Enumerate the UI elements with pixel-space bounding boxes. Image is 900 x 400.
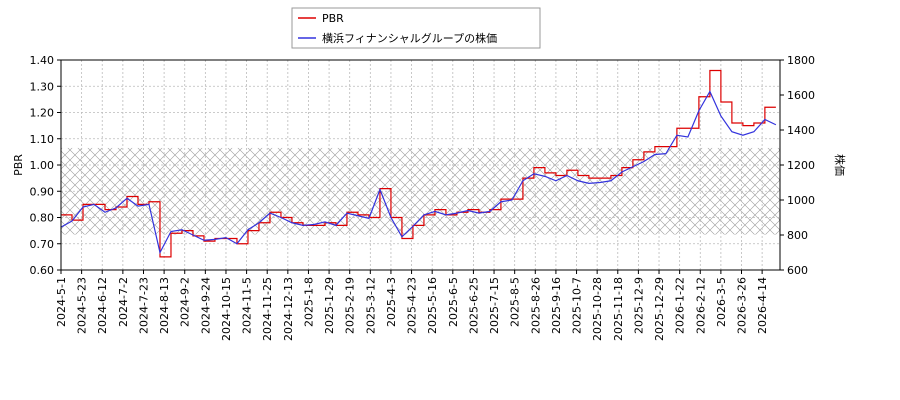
x-tick-label: 2025-12-9 xyxy=(632,277,645,334)
x-tick-label: 2025-2-19 xyxy=(344,277,357,334)
x-tick-label: 2026-2-12 xyxy=(694,277,707,334)
x-tick-label: 2025-8-5 xyxy=(509,277,522,327)
y2-axis-label: 株価 xyxy=(833,154,847,176)
y-tick-label: 0.90 xyxy=(30,185,55,198)
x-tick-label: 2025-11-18 xyxy=(612,277,625,341)
y-tick-label: 1.20 xyxy=(30,107,55,120)
series-line xyxy=(60,90,777,255)
x-tick-label: 2026-1-22 xyxy=(674,277,687,334)
x-tick-label: 2024-5-23 xyxy=(76,277,89,334)
y-tick-label: 1.00 xyxy=(30,159,55,172)
x-tick-label: 2024-9-24 xyxy=(199,277,212,334)
x-tick-label: 2025-10-7 xyxy=(571,277,584,334)
x-tick-label: 2025-1-8 xyxy=(302,277,315,327)
x-tick-label: 2024-9-2 xyxy=(179,277,192,327)
x-tick-label: 2024-10-15 xyxy=(220,277,233,341)
y-tick-label: 0.80 xyxy=(30,212,55,225)
legend-label: PBR xyxy=(322,12,344,25)
x-tick-label: 2025-4-23 xyxy=(406,277,419,334)
x-tick-label: 2024-11-5 xyxy=(241,277,254,334)
series-line xyxy=(61,69,776,258)
y2-tick-label: 600 xyxy=(787,264,808,277)
y2-tick-label: 1400 xyxy=(787,124,815,137)
x-tick-label: 2025-1-29 xyxy=(323,277,336,334)
y-axis-label: PBR xyxy=(12,154,25,176)
x-tick-label: 2025-4-3 xyxy=(385,277,398,327)
x-tick-label: 2026-3-5 xyxy=(715,277,728,327)
x-tick-label: 2025-8-26 xyxy=(529,277,542,334)
y-tick-label: 0.70 xyxy=(30,238,55,251)
x-tick-label: 2024-11-25 xyxy=(261,277,274,341)
x-tick-label: 2025-12-29 xyxy=(653,277,666,341)
x-tick-label: 2024-8-13 xyxy=(158,277,171,334)
x-tick-label: 2025-7-15 xyxy=(488,277,501,334)
hatch-band xyxy=(61,147,780,235)
y2-tick-label: 1800 xyxy=(787,54,815,67)
y2-tick-label: 800 xyxy=(787,229,808,242)
y-tick-label: 1.10 xyxy=(30,133,55,146)
y2-tick-label: 1200 xyxy=(787,159,815,172)
x-tick-label: 2024-7-2 xyxy=(117,277,130,327)
y2-tick-label: 1000 xyxy=(787,194,815,207)
x-tick-label: 2025-9-16 xyxy=(550,277,563,334)
y-tick-label: 0.60 xyxy=(30,264,55,277)
legend: PBR 横浜フィナンシャルグループの株価 xyxy=(291,7,541,49)
plot-area xyxy=(60,59,780,271)
y2-tick-label: 1600 xyxy=(787,89,815,102)
x-tick-label: 2024-5-1 xyxy=(55,277,68,327)
legend-box xyxy=(291,7,541,49)
y-tick-label: 1.30 xyxy=(30,80,55,93)
x-tick-label: 2025-6-5 xyxy=(447,277,460,327)
x-tick-label: 2025-6-25 xyxy=(467,277,480,334)
y-tick-label: 1.40 xyxy=(30,54,55,67)
legend-label: 横浜フィナンシャルグループの株価 xyxy=(322,31,497,45)
x-tick-label: 2026-3-26 xyxy=(736,277,749,334)
x-tick-label: 2025-5-16 xyxy=(426,277,439,334)
x-tick-label: 2024-6-12 xyxy=(96,277,109,334)
x-tick-label: 2025-3-12 xyxy=(364,277,377,334)
x-tick-label: 2026-4-14 xyxy=(756,277,769,334)
x-tick-label: 2024-7-23 xyxy=(137,277,150,334)
x-tick-label: 2024-12-13 xyxy=(282,277,295,341)
x-tick-label: 2025-10-28 xyxy=(591,277,604,341)
